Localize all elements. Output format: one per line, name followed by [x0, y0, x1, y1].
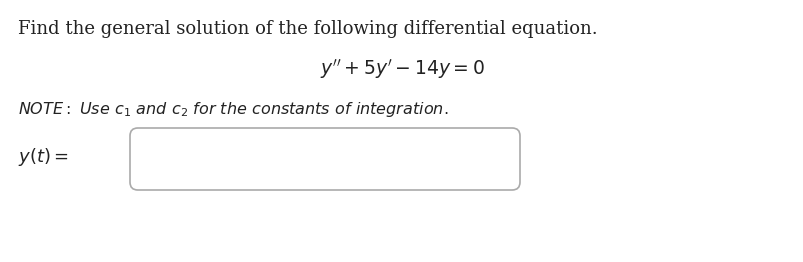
Text: $\mathit{NOTE{:}\ Use\ c_1\ and\ c_2\ for\ the\ constants\ of\ integration.}$: $\mathit{NOTE{:}\ Use\ c_1\ and\ c_2\ fo… — [18, 100, 448, 119]
Text: Find the general solution of the following differential equation.: Find the general solution of the followi… — [18, 20, 597, 38]
Text: $y(t) =$: $y(t) =$ — [18, 146, 69, 168]
Text: $y'' + 5y' - 14y = 0$: $y'' + 5y' - 14y = 0$ — [319, 57, 484, 81]
FancyBboxPatch shape — [130, 128, 520, 190]
